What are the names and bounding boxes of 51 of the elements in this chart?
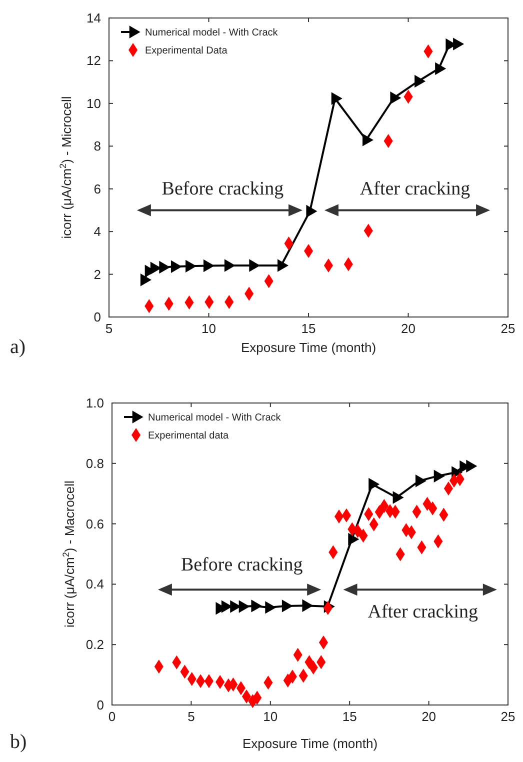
point [306, 204, 318, 218]
x-axis-title: Exposure Time (month) [240, 340, 376, 355]
x-tick-label: 10 [202, 321, 216, 336]
text: a) [10, 336, 26, 358]
legend-label: Numerical model - With Crack [145, 28, 279, 38]
x-axis-title: Exposure Time (month) [242, 736, 378, 751]
y-tick-label: 0 [94, 310, 101, 324]
y-tick-label: 0.2 [86, 637, 104, 652]
x-tick-label: 10 [263, 709, 278, 724]
y-tick-label: 2 [94, 266, 101, 282]
point [203, 259, 214, 272]
legend-label: Experimental Data [145, 46, 228, 56]
point [140, 273, 152, 286]
legend-label: Experimental data [148, 430, 230, 442]
annotation: After cracking [368, 601, 478, 622]
annotation: After cracking [360, 178, 471, 200]
x-tick-label: 25 [500, 321, 516, 336]
y-tick-label: 0.8 [86, 456, 104, 471]
annotation: Before cracking [180, 554, 304, 576]
x-tick-label: 0 [108, 709, 116, 724]
point [435, 62, 446, 75]
y-tick-label: 8 [94, 138, 101, 154]
x-tick-label: 20 [422, 709, 436, 724]
x-tick-label: 25 [500, 709, 516, 724]
annotation: Before cracking [162, 178, 284, 200]
x-tick-label: 5 [105, 321, 113, 336]
x-tick-label: 20 [401, 321, 416, 336]
point [224, 259, 236, 272]
y-tick-label: 1.0 [86, 396, 104, 410]
y-tick-label: 4 [94, 224, 101, 240]
point [453, 38, 464, 50]
point [414, 74, 426, 88]
y-tick-label: 12 [86, 53, 101, 68]
point [278, 259, 289, 272]
x-tick-label: 15 [342, 709, 357, 724]
text: b) [10, 731, 27, 753]
x-tick-label: 5 [188, 709, 195, 724]
x-tick-label: 15 [301, 321, 316, 336]
y-tick-label: 0 [96, 698, 104, 712]
point [186, 260, 197, 273]
point [331, 92, 342, 105]
point [159, 260, 170, 274]
y-tick-label: 0.6 [86, 516, 104, 532]
y-tick-label: 6 [94, 181, 101, 196]
y-tick-label: 10 [86, 96, 101, 111]
point [170, 260, 182, 273]
point [390, 92, 402, 104]
point [362, 134, 374, 146]
y-tick-label: 14 [86, 10, 101, 26]
legend-label: Numerical model - With Crack [148, 412, 282, 424]
y-tick-label: 0.4 [86, 576, 104, 592]
